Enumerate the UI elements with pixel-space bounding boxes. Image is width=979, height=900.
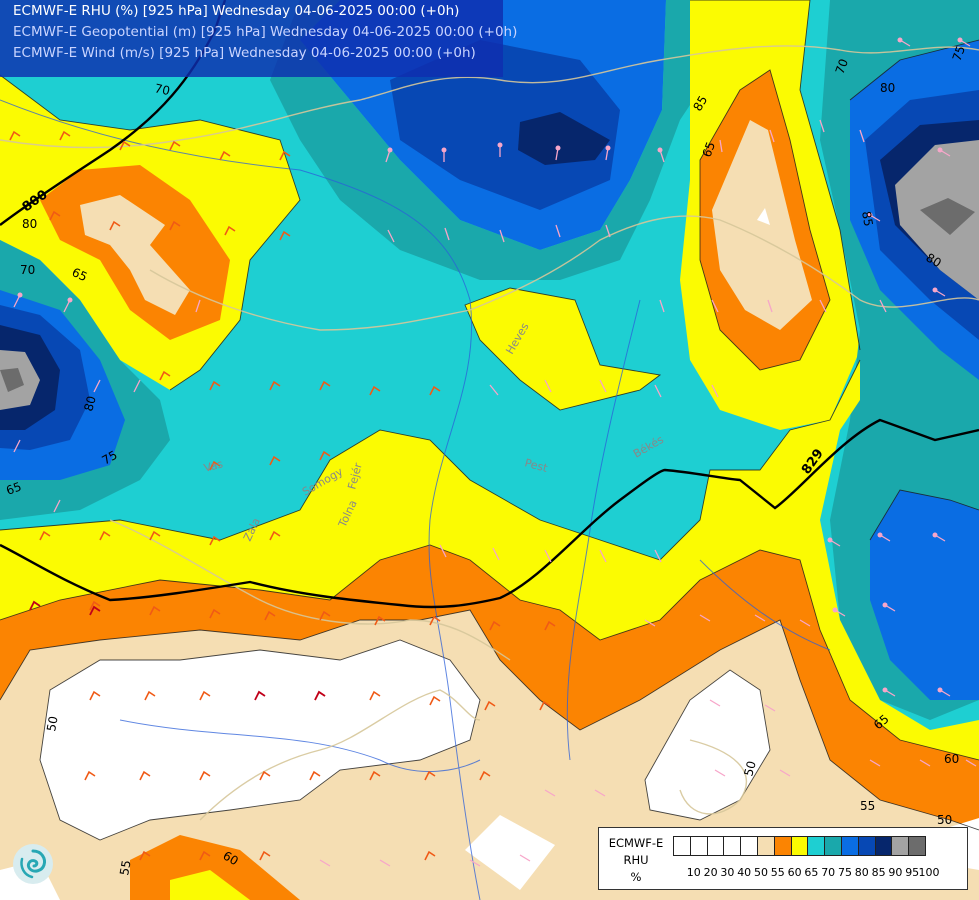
- legend-tick-label: 10: [686, 866, 701, 879]
- legend-swatch: [857, 836, 876, 856]
- contour-label: 80: [81, 394, 98, 412]
- place-label: Pest: [523, 456, 549, 475]
- rhu-100-ne-region: [920, 198, 975, 235]
- contour-label: 60: [221, 848, 241, 868]
- contour-label: 75: [950, 44, 968, 63]
- rhu-contour-lines: [0, 0, 979, 841]
- wind-calm-dots: [17, 37, 963, 693]
- contour-label: 50: [937, 813, 952, 827]
- legend-swatch: [723, 836, 742, 856]
- legend-swatch: [773, 836, 792, 856]
- contour-label: 75: [100, 448, 120, 468]
- legend-title-unit: %: [630, 870, 642, 884]
- legend-tick-labels: 10 20 30 40 50 55 60 65 70 75 80 85 90 95 100: [673, 866, 963, 880]
- contour-label: 55: [117, 859, 133, 876]
- legend-swatch: [790, 836, 809, 856]
- legend-swatch: [824, 836, 842, 856]
- legend-swatch: [706, 836, 725, 856]
- legend-tick-label: 20: [703, 866, 718, 879]
- rhu-80-se-region: [870, 490, 979, 700]
- legend-tick-label: 50: [754, 866, 768, 879]
- contour-label: 50: [741, 759, 758, 777]
- legend-tick-label: 70: [821, 866, 836, 879]
- place-label: Vas: [202, 457, 224, 475]
- legend-swatch: [891, 836, 910, 856]
- rhu-65-bottom-region: [170, 870, 250, 900]
- legend-tick-label: 85: [871, 866, 886, 879]
- legend-swatch: [874, 836, 893, 856]
- rhu-50-bottom-region: [465, 815, 555, 890]
- rhu-50-ne-small: [757, 208, 770, 225]
- legend-swatch: [756, 836, 775, 856]
- contour-label: 55: [860, 799, 875, 813]
- rhu-55-west-region: [80, 195, 190, 315]
- geopotential-title: ECMWF-E Geopotential (m) [925 hPa] Wedne…: [13, 24, 518, 40]
- rhu-55-ne-region: [712, 120, 812, 330]
- rhu-90-north-region: [518, 112, 610, 165]
- contour-label: 60: [944, 752, 959, 766]
- contour-label: 80: [880, 81, 895, 95]
- legend-swatch: [689, 836, 708, 856]
- legend-tick-label: 40: [737, 866, 752, 879]
- river-lines: [0, 99, 831, 900]
- legend-tick-label: 75: [838, 866, 852, 879]
- legend-tick-label: 30: [720, 866, 735, 879]
- legend-swatch: [673, 836, 691, 856]
- legend-tick-label: 100: [918, 866, 940, 879]
- contour-label: 65: [4, 479, 23, 497]
- contour-label: 80: [924, 250, 944, 270]
- rhu-title: ECMWF-E RHU (%) [925 hPa] Wednesday 04-0…: [13, 3, 460, 19]
- rhu-50-sw-region: [40, 640, 480, 840]
- country-borders: [0, 45, 979, 821]
- legend-tick-label: 55: [770, 866, 785, 879]
- legend-tick-label: 65: [804, 866, 819, 879]
- wind-barbs-light: [13, 39, 977, 867]
- rhu-75-north-band: [270, 0, 720, 280]
- contour-label: 50: [44, 715, 60, 732]
- rhu-legend: ECMWF-E RHU % 10 20 30 40 50 55 60 65 70 75 80 85 90…: [598, 827, 968, 890]
- contour-label: 70: [153, 81, 171, 98]
- legend-tick-label: 60: [787, 866, 802, 879]
- legend-swatch: [908, 836, 926, 856]
- legend-tick-label: 90: [888, 866, 903, 879]
- contour-label: 65: [70, 265, 90, 284]
- rhu-85-north-region: [390, 40, 620, 210]
- contour-label: 70: [833, 57, 851, 76]
- contour-label: 80: [22, 217, 37, 231]
- rhu-65-heves-region: [465, 288, 660, 410]
- legend-title-variable: RHU: [623, 853, 649, 867]
- legend-swatch: [740, 836, 758, 856]
- contour-label: 65: [700, 140, 718, 159]
- rhu-100-west-region: [0, 368, 24, 392]
- contour-label: 70: [20, 263, 35, 277]
- wind-title: ECMWF-E Wind (m/s) [925 hPa] Wednesday 0…: [13, 45, 476, 61]
- wind-barbs-red: [29, 600, 326, 701]
- contour-label: 85: [690, 93, 710, 113]
- legend-swatch: [840, 836, 859, 856]
- legend-tick-label: 80: [854, 866, 869, 879]
- map-title-panel: ECMWF-E RHU (%) [925 hPa] Wednesday 04-0…: [0, 0, 517, 77]
- legend-title-model: ECMWF-E: [608, 836, 664, 850]
- legend-swatch: [807, 836, 826, 856]
- legend-tick-label: 95: [905, 866, 920, 879]
- legend-color-bar: [673, 836, 926, 856]
- contour-label: 85: [859, 210, 875, 227]
- swirl-logo-icon: [13, 844, 53, 884]
